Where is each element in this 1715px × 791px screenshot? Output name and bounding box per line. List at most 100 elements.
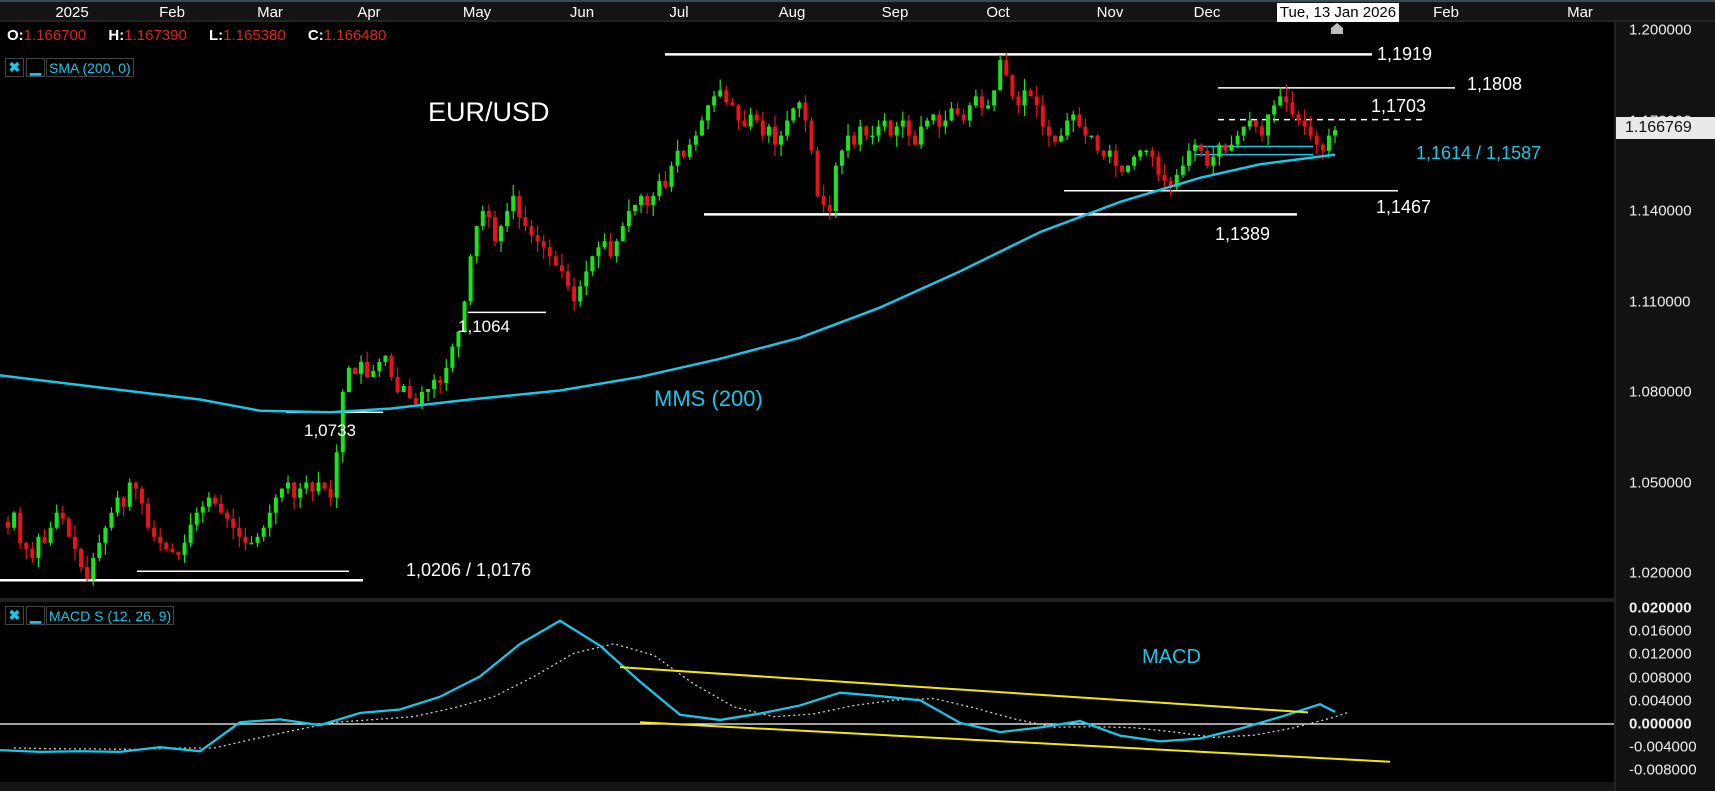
candle-body <box>176 551 181 555</box>
close-icon: ✖ <box>8 607 21 623</box>
macd-tick: -0.004000 <box>1629 738 1697 756</box>
candle-body <box>1107 150 1112 157</box>
minimize-macd-button[interactable]: ▁ <box>26 606 45 625</box>
price-axis[interactable]: 1.2000001.1700001.1400001.1100001.080000… <box>1614 22 1715 791</box>
candle-body <box>1077 114 1082 127</box>
candle-body <box>267 512 272 528</box>
remove-sma-button[interactable]: ✖ <box>5 58 24 77</box>
macd-trendline <box>619 666 1309 714</box>
candle-body <box>1022 90 1027 106</box>
candle-body <box>1320 144 1325 151</box>
candle-body <box>231 518 236 528</box>
candle-body <box>6 521 10 528</box>
candle-body <box>407 385 412 399</box>
candle-body <box>1199 144 1204 151</box>
candle-body <box>1071 114 1076 121</box>
level-label-11614-11587: 1,1614 / 1,1587 <box>1416 143 1542 163</box>
close-icon: ✖ <box>8 59 21 75</box>
candle-body <box>712 96 717 106</box>
candle-body <box>499 226 504 242</box>
open-value: 1.166700 <box>23 27 87 44</box>
candle-body <box>194 512 199 525</box>
candle-body <box>1083 126 1088 136</box>
panel-divider[interactable] <box>0 598 1614 602</box>
macd-tick: 0.016000 <box>1629 622 1692 640</box>
month-label: Mar <box>1567 4 1593 21</box>
candle-body <box>292 482 297 498</box>
candle-body <box>444 367 449 383</box>
candle-body <box>724 90 729 103</box>
candle-body <box>572 286 577 302</box>
candle-body <box>687 144 692 157</box>
candle-body <box>206 497 211 507</box>
macd-line <box>0 619 1336 753</box>
candle-body <box>645 195 650 205</box>
candle-body <box>919 126 924 145</box>
sma-legend-label[interactable]: SMA (200, 0) <box>46 58 134 77</box>
candle-body <box>584 271 589 287</box>
candle-body <box>200 506 205 513</box>
candle-body <box>785 120 790 136</box>
candle-body <box>864 126 869 136</box>
minimize-sma-button[interactable]: ▁ <box>26 58 45 77</box>
candle-body <box>511 195 516 211</box>
candle-body <box>827 204 832 211</box>
candle-body <box>815 150 820 196</box>
candle-body <box>779 135 784 145</box>
candle-body <box>1065 120 1070 136</box>
high-value: 1.167390 <box>124 27 187 44</box>
low-label: L: <box>209 27 224 44</box>
candle-body <box>693 135 698 145</box>
candle-body <box>626 211 631 227</box>
candle-body <box>955 108 960 115</box>
candle-body <box>188 524 193 543</box>
candle-body <box>389 355 394 377</box>
chart-title: EUR/USD <box>428 97 550 127</box>
candle-body <box>1034 96 1039 106</box>
candle-body <box>401 385 406 392</box>
candle-body <box>1333 130 1337 136</box>
candle-body <box>1059 135 1064 142</box>
price-tick: 1.050000 <box>1629 474 1692 491</box>
candle-body <box>24 542 29 549</box>
candle-body <box>681 150 686 157</box>
candle-body <box>54 512 59 528</box>
remove-macd-button[interactable]: ✖ <box>5 606 24 625</box>
candle-body <box>1174 174 1179 187</box>
candle-body <box>505 211 510 227</box>
candle-body <box>395 376 400 392</box>
level-label-10733: 1,0733 <box>304 421 356 440</box>
price-chart[interactable] <box>0 0 1614 782</box>
month-label: Aug <box>778 4 806 21</box>
candle-body <box>663 180 668 187</box>
candle-body <box>675 150 680 166</box>
candle-body <box>766 126 771 136</box>
candle-body <box>97 542 102 558</box>
candle-body <box>1235 135 1240 145</box>
candle-body <box>304 482 309 489</box>
candle-body <box>255 536 260 543</box>
candle-body <box>426 388 431 392</box>
candle-body <box>139 488 144 504</box>
price-tick: 1.080000 <box>1629 383 1692 401</box>
price-tick: 1.110000 <box>1629 293 1691 310</box>
candle-body <box>632 204 637 211</box>
candle-body <box>852 135 857 145</box>
low-value: 1.165380 <box>223 27 286 44</box>
candle-body <box>803 102 808 121</box>
candle-body <box>797 102 802 109</box>
macd-legend-label[interactable]: MACD S (12, 26, 9) <box>46 606 175 625</box>
candle-body <box>590 256 595 272</box>
candle-body <box>821 195 826 205</box>
candle-body <box>992 90 997 106</box>
candle-body <box>1089 135 1094 138</box>
candle-body <box>12 512 17 528</box>
candle-body <box>529 226 534 236</box>
candle-body <box>1266 114 1271 136</box>
candle-body <box>742 120 747 127</box>
candle-body <box>1119 165 1124 172</box>
candle-body <box>286 482 291 489</box>
level-label-11467: 1,1467 <box>1376 197 1432 217</box>
candle-body <box>754 114 759 121</box>
minimize-icon: ▁ <box>30 59 41 75</box>
